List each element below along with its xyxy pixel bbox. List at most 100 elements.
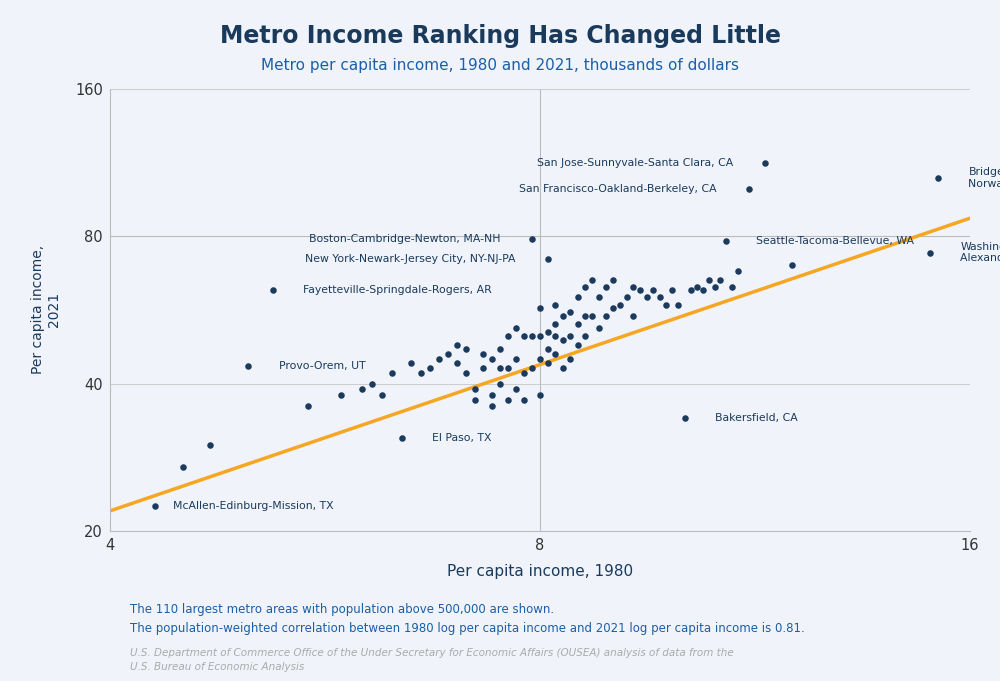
Point [458, 344, 474, 355]
Point [374, 389, 390, 400]
Point [147, 501, 163, 511]
Y-axis label: Per capita income,
2021: Per capita income, 2021 [31, 245, 61, 375]
Point [384, 368, 400, 379]
Point [591, 292, 607, 303]
Point [524, 234, 540, 244]
Point [712, 275, 728, 286]
Point [730, 265, 746, 276]
Point [707, 281, 723, 292]
Point [449, 358, 465, 369]
Point [577, 311, 593, 321]
Text: New York-Newark-Jersey City, NY-NJ-PA: New York-Newark-Jersey City, NY-NJ-PA [305, 253, 516, 264]
Point [394, 432, 410, 443]
Point [175, 462, 191, 473]
Text: McAllen-Edinburg-Mission, TX: McAllen-Edinburg-Mission, TX [173, 501, 334, 511]
Point [683, 285, 699, 296]
Text: Metro per capita income, 1980 and 2021, thousands of dollars: Metro per capita income, 1980 and 2021, … [261, 58, 739, 73]
Point [562, 306, 578, 317]
Point [449, 339, 465, 350]
Point [658, 299, 674, 310]
Point [413, 368, 429, 379]
Point [532, 331, 548, 342]
Point [492, 344, 508, 355]
Text: Fayetteville-Springdale-Rogers, AR: Fayetteville-Springdale-Rogers, AR [303, 285, 492, 296]
Point [516, 368, 532, 379]
Text: El Paso, TX: El Paso, TX [432, 433, 491, 443]
Point [547, 331, 563, 342]
Point [467, 383, 483, 394]
Text: Washington-Arlington-
Alexandria, DC-VA-MD-WV: Washington-Arlington- Alexandria, DC-VA-… [960, 242, 1000, 264]
Point [555, 335, 571, 346]
Point [695, 285, 711, 296]
Point [670, 299, 686, 310]
Point [492, 378, 508, 389]
Text: San Francisco-Oakland-Berkeley, CA: San Francisco-Oakland-Berkeley, CA [519, 184, 717, 193]
Point [784, 259, 800, 270]
Text: San Jose-Sunnyvale-Santa Clara, CA: San Jose-Sunnyvale-Santa Clara, CA [537, 157, 733, 168]
Point [540, 344, 556, 355]
Text: Bridgeport-Stamford-
Norwalk, CT: Bridgeport-Stamford- Norwalk, CT [968, 168, 1000, 189]
Point [532, 303, 548, 314]
Point [632, 285, 648, 296]
Point [570, 292, 586, 303]
Point [524, 363, 540, 374]
Point [354, 383, 370, 394]
Point [664, 285, 680, 296]
Point [639, 292, 655, 303]
Point [555, 311, 571, 321]
X-axis label: Per capita income, 1980: Per capita income, 1980 [447, 565, 633, 580]
Point [652, 292, 668, 303]
Point [532, 389, 548, 400]
Point [508, 322, 524, 333]
Point [591, 322, 607, 333]
Point [547, 299, 563, 310]
Point [484, 353, 500, 364]
Point [570, 339, 586, 350]
Point [540, 326, 556, 337]
Point [484, 389, 500, 400]
Point [440, 349, 456, 360]
Point [508, 353, 524, 364]
Point [500, 363, 516, 374]
Point [500, 331, 516, 342]
Text: Seattle-Tacoma-Bellevue, WA: Seattle-Tacoma-Bellevue, WA [756, 236, 914, 247]
Point [757, 157, 773, 168]
Point [741, 183, 757, 194]
Point [240, 360, 256, 371]
Point [555, 363, 571, 374]
Point [625, 311, 641, 321]
Point [718, 236, 734, 247]
Point [516, 395, 532, 406]
Point [422, 363, 438, 374]
Point [364, 378, 380, 389]
Point [500, 395, 516, 406]
Point [333, 389, 349, 400]
Point [508, 383, 524, 394]
Point [475, 363, 491, 374]
Point [265, 285, 281, 296]
Point [598, 281, 614, 292]
Text: Boston-Cambridge-Newton, MA-NH: Boston-Cambridge-Newton, MA-NH [309, 234, 500, 244]
Text: Bakersfield, CA: Bakersfield, CA [715, 413, 798, 423]
Point [584, 311, 600, 321]
Point [547, 349, 563, 360]
Point [202, 439, 218, 450]
Point [532, 353, 548, 364]
Text: The 110 largest metro areas with population above 500,000 are shown.
The populat: The 110 largest metro areas with populat… [130, 603, 805, 635]
Point [677, 413, 693, 424]
Point [724, 281, 740, 292]
Point [930, 173, 946, 184]
Point [540, 253, 556, 264]
Point [605, 303, 621, 314]
Text: Metro Income Ranking Has Changed Little: Metro Income Ranking Has Changed Little [220, 24, 780, 48]
Point [619, 292, 635, 303]
Point [431, 353, 447, 364]
Point [540, 358, 556, 369]
Point [612, 299, 628, 310]
Text: Provo-Orem, UT: Provo-Orem, UT [279, 361, 365, 370]
Point [570, 318, 586, 329]
Point [577, 331, 593, 342]
Point [922, 247, 938, 258]
Point [577, 281, 593, 292]
Point [598, 311, 614, 321]
